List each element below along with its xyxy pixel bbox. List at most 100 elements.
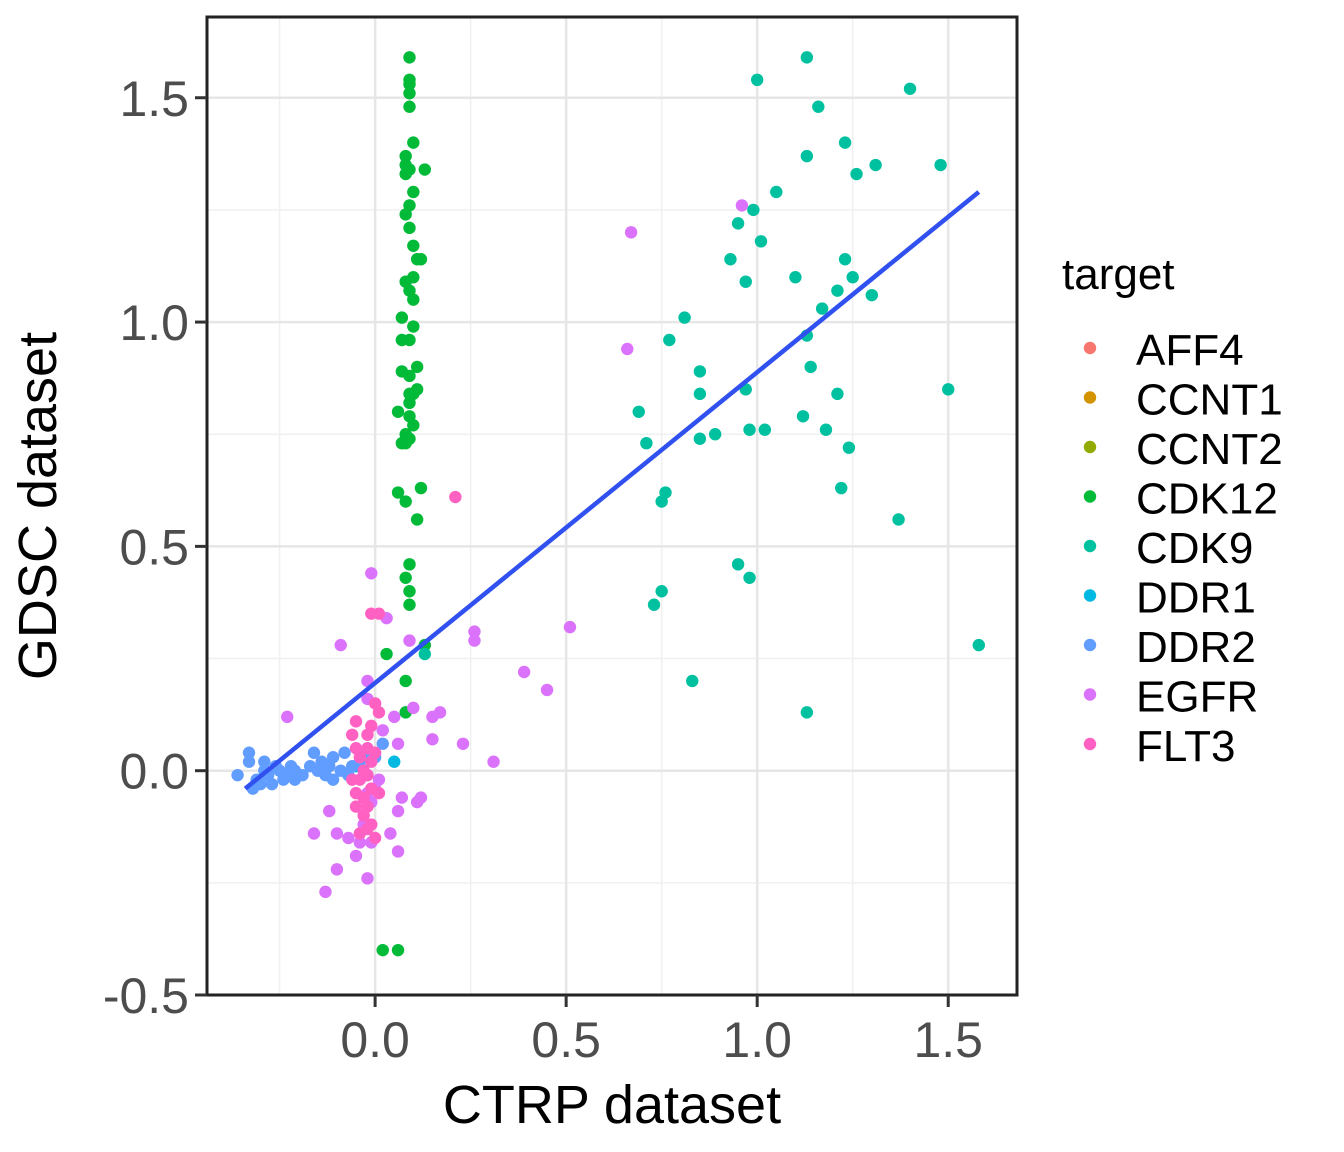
data-point [403,221,416,235]
x-tick-label: 1.5 [913,1012,983,1068]
data-point [410,795,424,809]
data-point [972,638,985,652]
x-axis-title: CTRP dataset [443,1075,781,1135]
data-point [903,82,917,95]
data-point [418,647,431,661]
data-point [376,737,389,750]
legend-swatch [1083,391,1097,404]
legend-swatch [1083,589,1097,602]
data-point [418,163,431,176]
data-point [414,481,428,495]
data-point [391,486,405,499]
data-point [815,302,829,315]
data-point [391,737,405,750]
data-point [812,100,825,113]
y-tick-label: -0.5 [103,968,189,1024]
data-point [449,490,462,504]
data-point [708,428,722,441]
data-point [842,441,856,454]
data-point [361,872,374,885]
data-point [632,405,645,418]
y-axis-title: GDSC dataset [8,332,68,680]
data-point [403,369,416,383]
data-point [399,495,412,508]
data-point [388,710,401,724]
data-point [800,51,814,64]
legend-label: CCNT2 [1136,425,1283,474]
data-point [403,333,416,347]
data-point [345,773,359,786]
data-point [686,674,699,688]
legend-swatch [1083,737,1097,751]
data-point [403,598,416,611]
data-points [231,51,985,957]
data-point [399,571,412,584]
data-point [796,410,810,423]
data-point [621,342,634,356]
data-point [850,167,863,181]
data-point [403,387,416,401]
y-tick-label: 1.5 [119,71,189,127]
data-point [743,423,756,436]
legend-item-ccnt1: CCNT1 [1083,376,1283,425]
data-point [323,804,336,818]
legend-label: CCNT1 [1136,376,1283,425]
legend-label: CDK9 [1136,524,1253,573]
data-point [345,728,359,741]
series-cdk9 [418,51,985,719]
data-point [349,849,363,863]
data-point [693,432,707,445]
legend-item-cdk9: CDK9 [1083,524,1253,573]
data-point [395,791,409,804]
data-point [376,724,389,737]
data-point [758,423,772,436]
data-point [410,253,424,266]
data-point [426,710,439,724]
data-point [307,827,321,840]
data-point [242,755,256,768]
legend-label: DDR2 [1136,623,1256,672]
data-point [865,288,879,302]
data-point [361,728,374,741]
data-point [747,203,760,217]
legend-item-ddr1: DDR1 [1083,574,1256,623]
data-point [338,746,351,759]
data-point [693,365,707,378]
data-point [407,293,420,306]
legend-item-ccnt2: CCNT2 [1083,425,1283,474]
x-tick-label: 0.0 [340,1012,410,1068]
data-point [349,715,363,728]
data-point [678,311,691,324]
legend-label: DDR1 [1136,574,1256,623]
data-point [407,320,420,333]
data-point [368,831,382,845]
data-point [258,755,271,768]
legend-item-flt3: FLT3 [1083,722,1235,771]
data-point [754,235,768,248]
data-point [403,396,416,410]
data-point [624,226,638,239]
data-point [391,845,405,858]
data-point [735,199,749,212]
data-point [365,567,378,580]
legend: target AFF4CCNT1CCNT2CDK12CDK9DDR1DDR2EG… [1062,250,1283,771]
data-point [804,360,817,374]
data-point [468,634,481,647]
data-point [835,481,848,495]
data-point [372,607,386,620]
data-point [380,647,393,661]
fit-line [243,190,981,791]
data-point [750,73,764,87]
data-point [563,620,577,634]
data-point [281,710,294,724]
data-point [410,360,424,374]
data-point [330,863,344,876]
data-point [365,755,378,768]
legend-title: target [1062,250,1175,299]
data-point [819,423,833,436]
data-point [731,558,745,571]
regression-line [243,190,981,791]
data-point [487,755,500,768]
data-point [403,51,416,64]
series-flt3 [345,490,462,845]
